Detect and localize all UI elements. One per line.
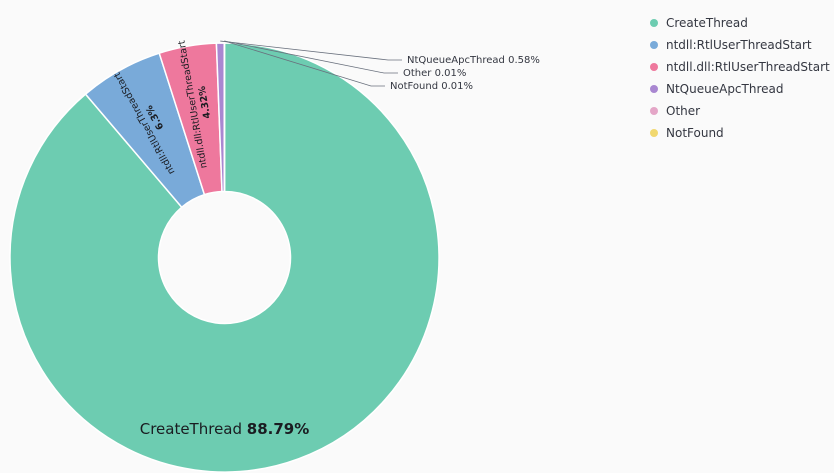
legend-dot-icon <box>650 129 658 137</box>
legend-label: ntdll:RtlUserThreadStart <box>666 38 812 52</box>
slice-label-name: NotFound <box>390 81 441 92</box>
legend-label: ntdll.dll:RtlUserThreadStart <box>666 60 830 74</box>
chart-legend: CreateThread ntdll:RtlUserThreadStart nt… <box>650 12 830 144</box>
legend-label: CreateThread <box>666 16 748 30</box>
legend-item-notfound[interactable]: NotFound <box>650 122 830 144</box>
legend-dot-icon <box>650 85 658 93</box>
legend-label: NtQueueApcThread <box>666 82 784 96</box>
slice-createthread[interactable] <box>9 42 440 473</box>
legend-item-ntqueueapcthread[interactable]: NtQueueApcThread <box>650 78 830 100</box>
legend-item-ntdll-rtluserthreadstart[interactable]: ntdll:RtlUserThreadStart <box>650 34 830 56</box>
slice-label-value: 88.79% <box>247 420 309 438</box>
legend-dot-icon <box>650 63 658 71</box>
slice-label-name: NtQueueApcThread <box>407 55 508 66</box>
slice-label-createthread: CreateThread 88.79% <box>140 420 310 438</box>
slice-label-name: Other <box>403 68 435 79</box>
legend-dot-icon <box>650 41 658 49</box>
leader-line-notfound <box>224 40 385 87</box>
leader-line-ntqueueapcthread <box>220 40 402 61</box>
legend-item-createthread[interactable]: CreateThread <box>650 12 830 34</box>
slice-label-other: Other 0.01% <box>403 68 466 79</box>
legend-label: Other <box>666 104 701 118</box>
slice-label-ntqueueapcthread: NtQueueApcThread 0.58% <box>407 55 540 66</box>
legend-label: NotFound <box>666 126 724 140</box>
legend-item-ntdll-dll-rtluserthreadstart[interactable]: ntdll.dll:RtlUserThreadStart <box>650 56 830 78</box>
slice-label-value: 0.01% <box>441 81 473 92</box>
legend-dot-icon <box>650 107 658 115</box>
legend-item-other[interactable]: Other <box>650 100 830 122</box>
slice-label-value: 0.58% <box>508 55 540 66</box>
slice-label-value: 0.01% <box>435 68 467 79</box>
legend-dot-icon <box>650 19 658 27</box>
leader-line-other <box>224 40 398 74</box>
slice-label-notfound: NotFound 0.01% <box>390 81 473 92</box>
slice-label-name: CreateThread <box>140 420 247 438</box>
